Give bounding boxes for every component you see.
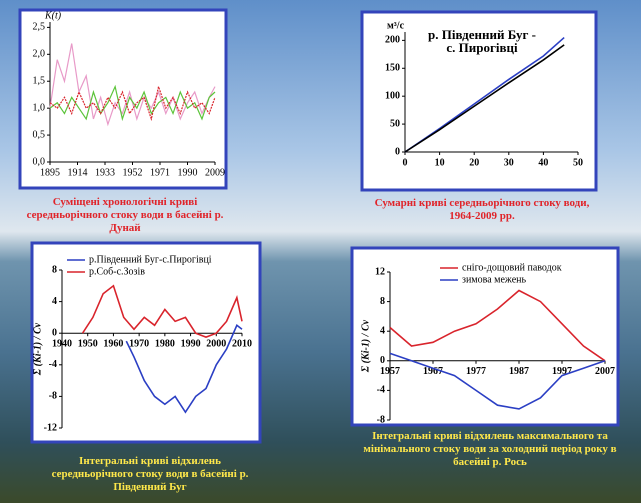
legend-label: сніго-дощовий паводок [462,262,562,273]
y-tick-label: 0,0 [33,156,46,167]
y-tick-label: 1,5 [33,76,46,87]
y-tick-label: -12 [44,422,57,433]
y-tick-label: 50 [390,118,400,129]
y-tick-label: 150 [385,63,400,74]
x-tick-label: 1895 [40,167,60,178]
chart-title: р. Південний Буг - с. Пирогівці [422,28,542,54]
y-tick-label: -8 [377,414,385,425]
x-tick-label: 1940 [52,338,72,349]
y-tick-label: 0 [52,327,57,338]
x-tick-label: 0 [403,157,408,168]
caption: Інтегральні криві відхилень максимальног… [360,430,620,469]
y-axis-label: м³/с [387,20,405,31]
x-tick-label: 1952 [123,167,143,178]
y-tick-label: 1,0 [33,102,46,113]
y-tick-label: -4 [377,385,385,396]
x-tick-label: 2000 [206,338,226,349]
y-tick-label: 2,5 [33,22,46,33]
x-tick-label: 1914 [68,167,88,178]
x-tick-label: 1980 [155,338,175,349]
x-tick-label: 50 [573,157,583,168]
y-tick-label: 8 [380,296,385,307]
caption: Сумарні криві середньорічного стоку води… [372,197,592,223]
y-tick-label: 2,0 [33,49,46,60]
y-axis-label: Σ (Кі-1) / Сv [32,322,43,376]
x-tick-label: 2010 [232,338,252,349]
x-tick-label: 1987 [509,366,529,377]
x-tick-label: 1971 [150,167,170,178]
x-tick-label: 2007 [595,366,615,377]
x-tick-label: 1977 [466,366,486,377]
x-tick-label: 1970 [129,338,149,349]
x-tick-label: 1990 [181,338,201,349]
legend-label: р.Соб-с.Зозів [89,266,145,277]
x-tick-label: 30 [504,157,514,168]
x-tick-label: 1960 [103,338,123,349]
y-tick-label: 8 [52,264,57,275]
legend-label: зимова межень [462,274,526,285]
y-tick-label: 12 [375,266,385,277]
x-tick-label: 1957 [380,366,400,377]
caption: Суміщені хронологічні криві середньорічн… [25,196,225,235]
y-tick-label: 0 [380,355,385,366]
x-tick-label: 1990 [178,167,198,178]
y-tick-label: -4 [49,359,57,370]
x-tick-label: 2009 [205,167,225,178]
slide: 0,0 0,5 1,0 1,5 2,0 2,5 1895 1914 1933 1952 1971 19… [0,0,641,503]
y-tick-label: 200 [385,35,400,46]
x-tick-label: 20 [469,157,479,168]
x-tick-label: 10 [435,157,445,168]
x-tick-label: 1950 [78,338,98,349]
y-tick-label: -8 [49,391,57,402]
y-axis-label: K(t) [44,10,62,21]
y-tick-label: 4 [52,296,57,307]
legend-label: р.Південний Буг-с.Пирогівці [89,254,212,265]
charts: 0,0 0,5 1,0 1,5 2,0 2,5 1895 1914 1933 1952 1971 19… [0,0,641,503]
y-tick-label: 4 [380,325,385,336]
y-axis-label: Σ (Кі-1) / Сv [360,319,371,373]
y-tick-label: 100 [385,90,400,101]
y-tick-label: 0,5 [33,129,46,140]
x-tick-label: 1933 [95,167,115,178]
x-tick-label: 40 [538,157,548,168]
y-tick-label: 0 [395,146,400,157]
caption: Інтегральні криві відхилень середньорічн… [50,455,250,494]
